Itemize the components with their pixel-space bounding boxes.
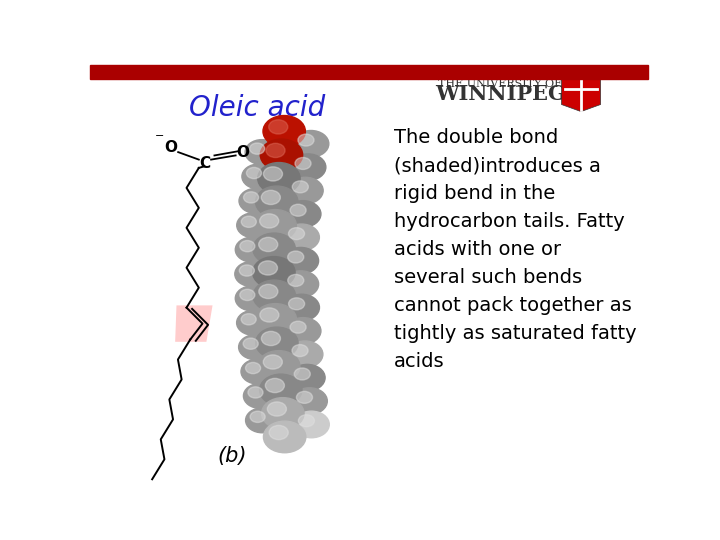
Circle shape — [256, 327, 298, 359]
Circle shape — [284, 224, 320, 251]
Circle shape — [243, 338, 258, 349]
Circle shape — [266, 379, 284, 393]
Circle shape — [297, 392, 312, 403]
Circle shape — [258, 350, 300, 382]
Circle shape — [260, 139, 302, 171]
Circle shape — [290, 204, 306, 216]
Circle shape — [239, 188, 272, 213]
Circle shape — [253, 233, 295, 265]
Circle shape — [235, 286, 269, 311]
Circle shape — [261, 397, 304, 429]
Circle shape — [245, 140, 279, 165]
Circle shape — [258, 261, 277, 275]
Text: WINNIPEG: WINNIPEG — [435, 84, 565, 104]
Circle shape — [292, 388, 328, 414]
Circle shape — [290, 321, 306, 333]
Circle shape — [289, 364, 325, 391]
Circle shape — [263, 116, 305, 147]
Circle shape — [293, 131, 329, 157]
Text: −: − — [155, 131, 164, 141]
Circle shape — [284, 294, 320, 321]
Circle shape — [238, 335, 272, 360]
Circle shape — [260, 214, 279, 228]
Circle shape — [285, 201, 321, 227]
Circle shape — [287, 341, 323, 368]
Circle shape — [288, 274, 304, 286]
Circle shape — [289, 228, 305, 240]
Circle shape — [235, 237, 269, 262]
Polygon shape — [562, 76, 600, 112]
Circle shape — [261, 332, 281, 346]
Circle shape — [267, 402, 287, 416]
Circle shape — [237, 213, 270, 238]
Circle shape — [298, 415, 315, 427]
Text: The double bond
(shaded)introduces a
rigid bend in the
hydrocarbon tails. Fatty
: The double bond (shaded)introduces a rig… — [394, 129, 636, 372]
Circle shape — [248, 387, 263, 398]
Circle shape — [290, 154, 326, 180]
Circle shape — [254, 210, 297, 241]
Circle shape — [261, 190, 280, 205]
Circle shape — [289, 298, 305, 310]
Circle shape — [295, 158, 311, 170]
Circle shape — [292, 345, 308, 356]
Text: O: O — [236, 145, 249, 160]
Circle shape — [241, 314, 256, 325]
Text: (b): (b) — [217, 446, 247, 465]
Circle shape — [253, 256, 295, 288]
Circle shape — [242, 164, 275, 189]
Circle shape — [283, 271, 319, 298]
Circle shape — [256, 186, 298, 218]
Circle shape — [240, 289, 255, 301]
Circle shape — [264, 421, 306, 453]
Circle shape — [269, 426, 288, 440]
Circle shape — [243, 192, 258, 203]
Circle shape — [285, 318, 321, 344]
Circle shape — [258, 163, 300, 194]
Polygon shape — [175, 306, 212, 342]
Circle shape — [298, 134, 314, 146]
Circle shape — [246, 167, 261, 179]
Circle shape — [258, 285, 278, 299]
Text: O: O — [164, 140, 177, 156]
Circle shape — [240, 240, 255, 252]
Text: THE UNIVERSITY OF: THE UNIVERSITY OF — [438, 78, 562, 89]
Circle shape — [235, 261, 269, 287]
Circle shape — [246, 408, 279, 433]
Circle shape — [292, 181, 308, 193]
Bar — [90, 65, 648, 78]
Circle shape — [266, 143, 285, 158]
Circle shape — [258, 238, 278, 252]
Circle shape — [239, 265, 254, 276]
Circle shape — [264, 167, 282, 181]
Circle shape — [237, 310, 270, 335]
Circle shape — [241, 216, 256, 227]
Text: Oleic acid: Oleic acid — [189, 94, 325, 123]
Circle shape — [250, 143, 265, 154]
Circle shape — [246, 362, 261, 374]
Circle shape — [250, 411, 265, 422]
Circle shape — [253, 280, 295, 312]
Circle shape — [288, 251, 304, 263]
Circle shape — [243, 383, 277, 408]
Circle shape — [264, 355, 282, 369]
Circle shape — [294, 411, 329, 438]
Circle shape — [287, 177, 323, 204]
Circle shape — [283, 247, 318, 274]
Text: C: C — [199, 156, 210, 171]
Circle shape — [241, 359, 274, 384]
Circle shape — [260, 374, 302, 406]
Circle shape — [269, 120, 288, 134]
Circle shape — [294, 368, 310, 380]
Circle shape — [260, 308, 279, 322]
Circle shape — [254, 303, 297, 335]
